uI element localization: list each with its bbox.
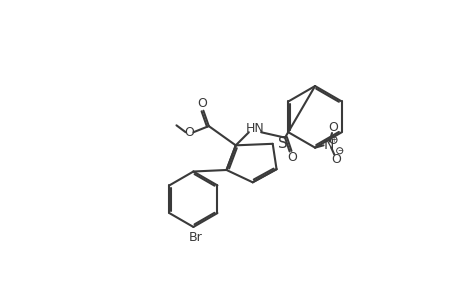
Text: O: O <box>184 126 194 139</box>
Text: O: O <box>331 154 341 166</box>
Text: N: N <box>323 138 333 152</box>
Text: O: O <box>196 97 207 110</box>
Text: +: + <box>330 136 336 145</box>
Text: −: − <box>336 148 342 154</box>
Text: O: O <box>327 121 337 134</box>
Text: Br: Br <box>189 231 202 244</box>
Text: HN: HN <box>245 122 264 135</box>
Text: S: S <box>277 136 287 151</box>
Text: O: O <box>286 151 296 164</box>
